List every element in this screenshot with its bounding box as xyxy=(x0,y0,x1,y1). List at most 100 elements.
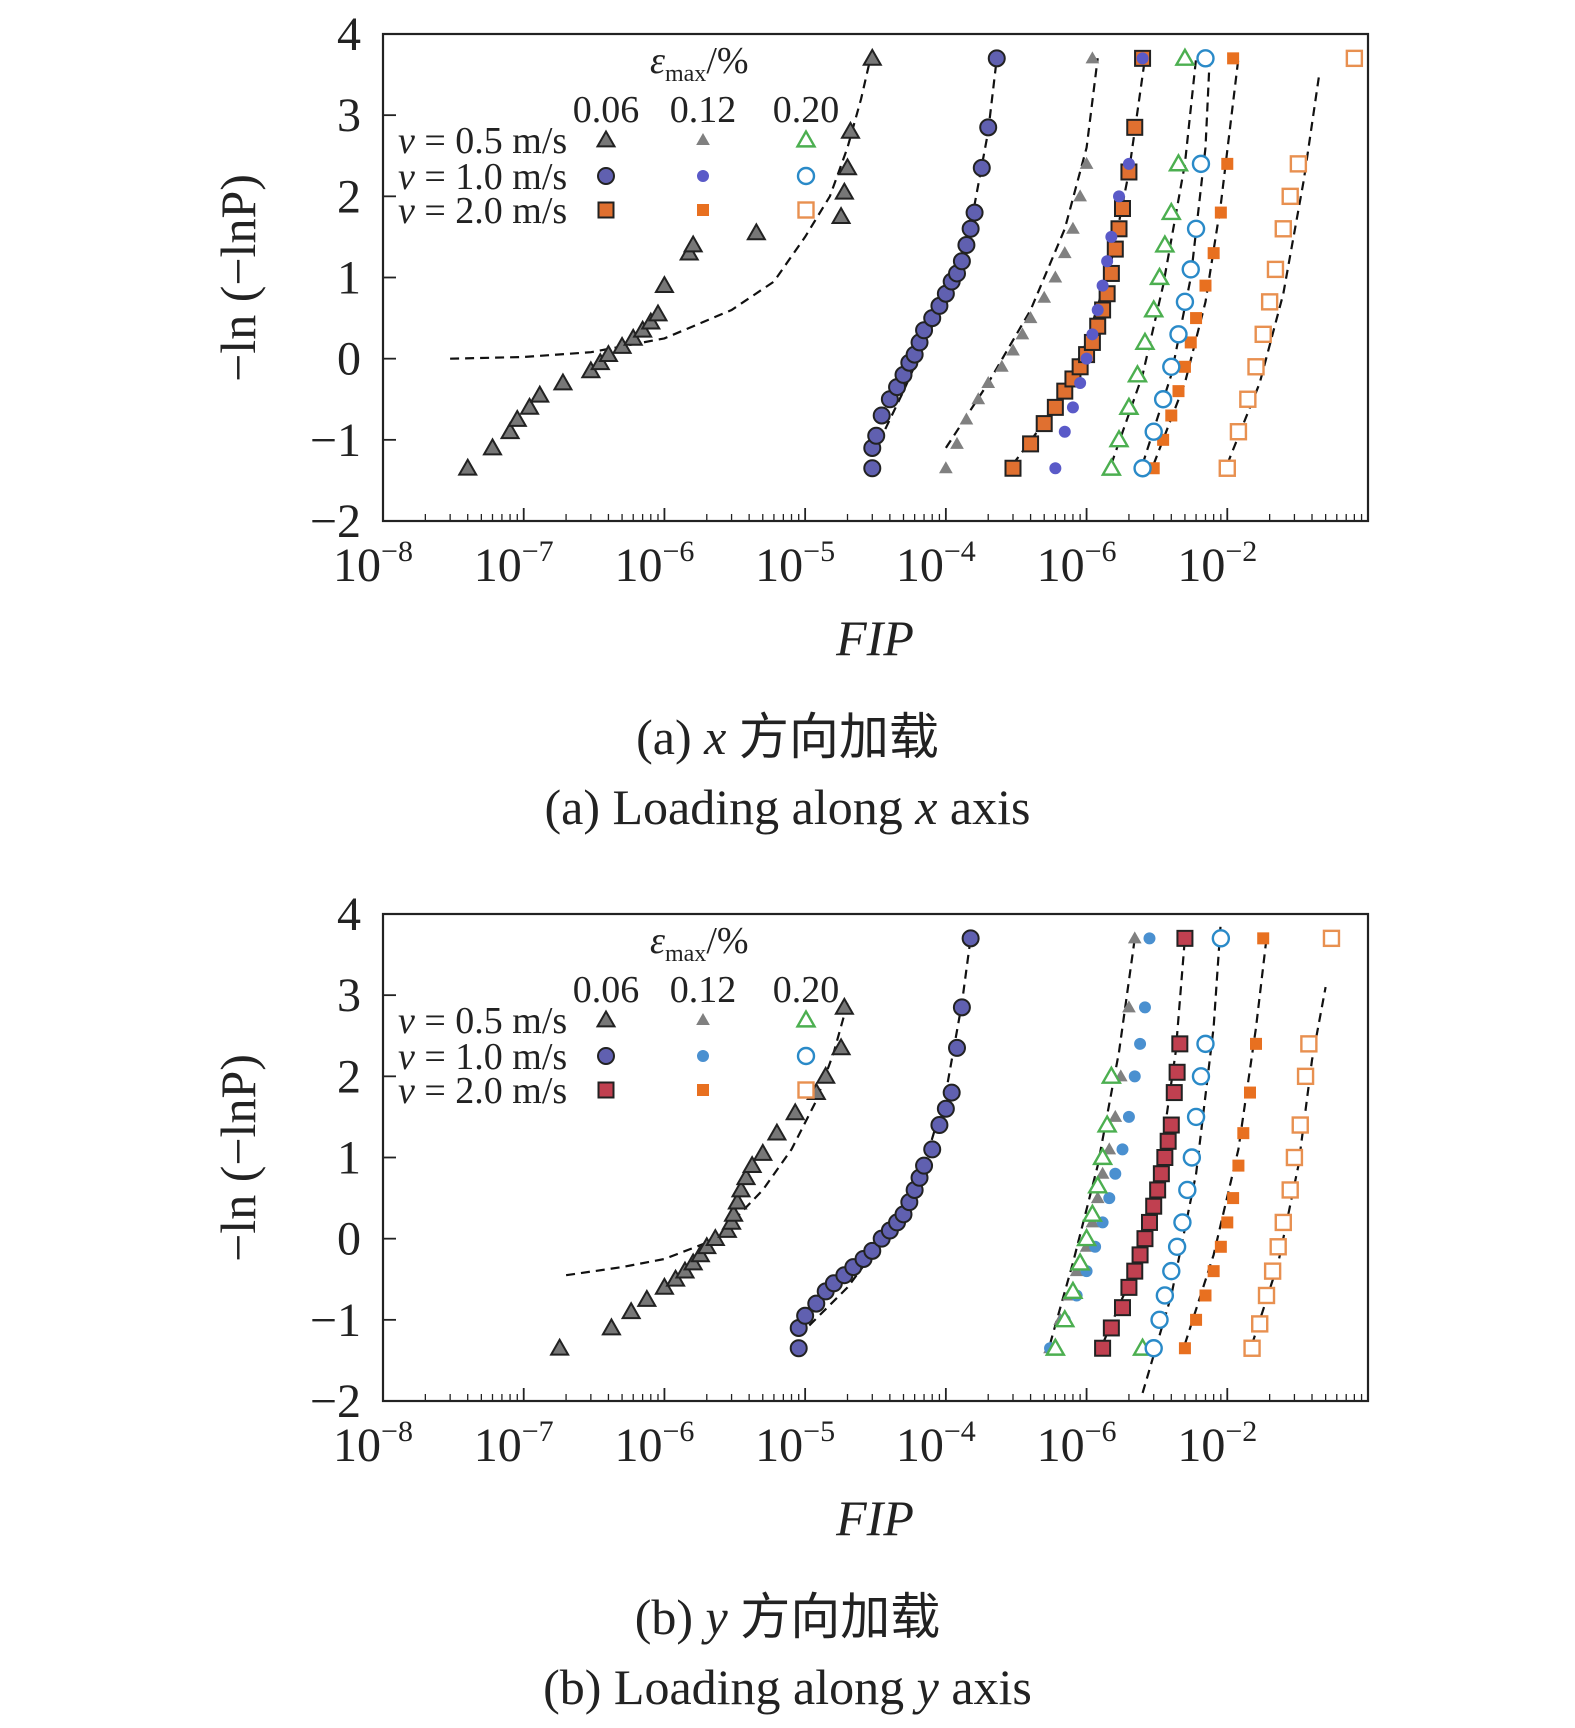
chart0-data-point xyxy=(1266,260,1285,279)
chart0-data-point xyxy=(862,47,883,66)
chart0-legend-marker xyxy=(797,201,815,219)
chart0-series-square-open xyxy=(1218,49,1364,477)
chart0-data-point xyxy=(1169,325,1188,344)
chart0-x-tick-label: 10−8 xyxy=(333,535,413,592)
chart0-y-axis-label: −ln (−lnP) xyxy=(210,174,266,382)
chart0-data-point xyxy=(1118,396,1140,415)
chart0-legend-marker xyxy=(597,201,615,219)
chart1-data-point xyxy=(1062,1280,1084,1299)
chart1-data-point xyxy=(723,1203,744,1222)
chart1-data-point xyxy=(1165,1084,1183,1102)
chart1-data-point xyxy=(1155,1286,1175,1305)
chart1-x-tick-base: 10 xyxy=(333,1419,381,1472)
chart0-data-point xyxy=(1073,189,1087,202)
chart0-data-point xyxy=(1102,264,1120,282)
chart0-data-point xyxy=(1112,190,1125,203)
chart1-data-point xyxy=(1095,1166,1110,1179)
chart0-y-tick-label: −1 xyxy=(310,414,361,467)
chart1-data-point xyxy=(1227,1192,1240,1205)
chart0-data-point xyxy=(1154,234,1176,253)
chart1-legend-row-var: v xyxy=(398,1000,415,1042)
chart1-data-point xyxy=(942,1083,961,1102)
chart0-data-point xyxy=(1006,343,1020,356)
chart1-data-point xyxy=(789,1339,808,1358)
chart0-x-tick-exp: −4 xyxy=(944,535,976,568)
chart1-data-point xyxy=(915,1156,934,1175)
chart0-data-point xyxy=(647,303,669,322)
chart0-data-point xyxy=(1254,325,1272,344)
chart1-data-point xyxy=(952,998,971,1017)
chart0-data-point xyxy=(1143,299,1165,318)
chart1-legend-header-unit: /% xyxy=(706,920,748,962)
chart1-x-tick-label: 10−8 xyxy=(333,1415,413,1472)
chart0-data-point xyxy=(529,384,550,403)
chart0-legend-marker xyxy=(796,166,816,186)
chart0-y-tick-label: −2 xyxy=(310,495,361,548)
chart0-data-point xyxy=(979,118,998,137)
chart1-data-point xyxy=(1144,1339,1163,1358)
chart0-legend-row-label: v = 1.0 m/s xyxy=(398,156,567,198)
chart0-data-point xyxy=(1144,422,1163,441)
chart1-data-point xyxy=(1291,1116,1309,1134)
chart0-data-point xyxy=(830,206,852,224)
chart0-x-tick-label: 10−6 xyxy=(1037,535,1117,592)
chart1-x-tick-label: 10−6 xyxy=(1037,1415,1117,1472)
chart1-x-tick-exp: −2 xyxy=(1225,1415,1257,1448)
chart1-data-point xyxy=(863,1241,882,1260)
chart1-y-axis-label: −ln (−lnP) xyxy=(210,1054,266,1262)
chart1-y-tick-label: −1 xyxy=(310,1294,361,1347)
chart0-data-point xyxy=(1037,290,1052,303)
chart1-x-tick-exp: −5 xyxy=(803,1415,835,1448)
chart0-y-tick-label: 0 xyxy=(337,333,361,386)
chart1-data-point xyxy=(1109,1167,1122,1180)
chart1-data-point xyxy=(1211,929,1231,948)
chart1-legend-row-var: v xyxy=(398,1070,415,1112)
chart1-data-point xyxy=(1191,1067,1211,1086)
chart0-series-circle-open xyxy=(1133,49,1215,478)
chart0-data-point xyxy=(1345,49,1364,68)
chart0-legend-header-sub: max xyxy=(665,61,706,87)
chart0-legend-row-value: = 0.5 m/s xyxy=(415,120,567,162)
chart0-data-point xyxy=(1035,415,1053,433)
chart1-data-point xyxy=(796,1306,815,1325)
chart0-fit-line xyxy=(944,58,1099,449)
chart0-legend-column: 0.06 xyxy=(573,89,640,131)
chart0-x-tick-label: 10−5 xyxy=(755,535,835,592)
chart1-data-point xyxy=(1126,1262,1144,1280)
chart1-data-point xyxy=(1171,1035,1189,1053)
chart1-legend-marker xyxy=(697,1050,709,1062)
chart0-x-tick-base: 10 xyxy=(896,539,944,592)
chart0-y-tick-label: 3 xyxy=(337,89,361,142)
chart0-x-tick-label: 10−6 xyxy=(614,535,694,592)
chart0-data-point xyxy=(1218,459,1236,477)
chart0-data-point xyxy=(972,158,991,177)
chart1-x-axis-label: FIP xyxy=(835,1490,914,1546)
chart0-legend-marker xyxy=(795,129,817,148)
chart1-legend-row-label: v = 2.0 m/s xyxy=(398,1070,567,1112)
chart1-legend-marker xyxy=(597,1081,615,1099)
chart1-data-point xyxy=(930,1116,949,1135)
chart1-series-square-small xyxy=(1178,932,1270,1355)
chart0-data-point xyxy=(994,359,1009,372)
chart0-data-point xyxy=(1281,187,1299,206)
chart0-data-point xyxy=(1174,47,1196,66)
chart1-y-tick-label: 4 xyxy=(337,888,361,941)
chart1-data-point xyxy=(735,1167,757,1186)
caption-a-en-prefix: (a) Loading along xyxy=(544,779,916,835)
chart0-series-triangle-small xyxy=(938,51,1100,474)
chart1-fit-line xyxy=(1183,938,1268,1345)
chart1-fit-line xyxy=(1048,938,1136,1345)
chart1-data-point xyxy=(1069,1252,1091,1271)
chart0-data-point xyxy=(1191,154,1211,174)
chart1-data-point xyxy=(1243,1086,1256,1099)
chart0-legend-column: 0.20 xyxy=(773,89,840,131)
chart1-data-point xyxy=(1300,1035,1318,1053)
chart0-data-point xyxy=(1136,52,1149,65)
chart0-data-point xyxy=(1184,336,1197,349)
chart0-data-point xyxy=(1122,157,1135,170)
chart1-legend-row-var: v xyxy=(398,1036,415,1078)
chart1-x-tick-base: 10 xyxy=(1177,1419,1225,1472)
chart1-data-point xyxy=(1128,1070,1141,1083)
caption-b-en: (b) Loading along y axis xyxy=(0,1662,1575,1712)
chart0-data-point xyxy=(1199,279,1212,292)
